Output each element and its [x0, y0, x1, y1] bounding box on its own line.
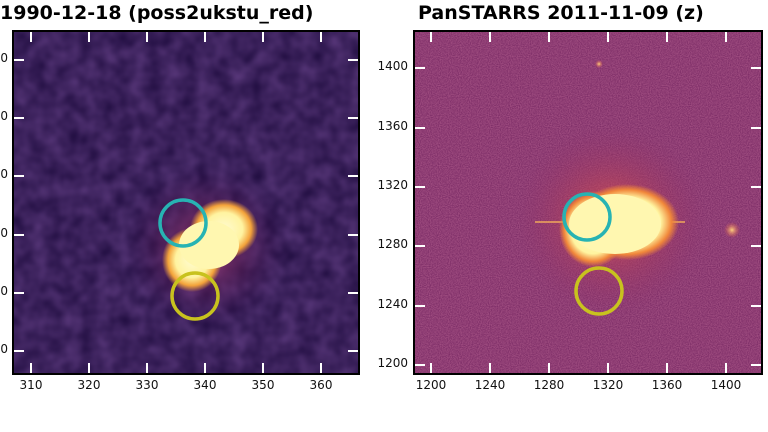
- right-image: [415, 32, 761, 373]
- right-field-star: [724, 222, 740, 238]
- left-image-frame: [12, 30, 360, 375]
- right-x-tick-label: 1240: [474, 378, 506, 392]
- left-y-tick-label: 00: [0, 284, 8, 298]
- left-y-tick-label: 00: [0, 109, 8, 123]
- left-tick-marks: [14, 32, 358, 373]
- right-y-tick-label: 1320: [377, 178, 408, 192]
- right-yellow-marker-circle: [574, 266, 624, 316]
- right-tick-marks: [415, 32, 761, 373]
- right-x-tick-label: 1200: [415, 378, 447, 392]
- right-y-tick-label: 1200: [377, 356, 408, 370]
- left-x-tick-label: 360: [309, 378, 333, 392]
- right-y-tick-label: 1360: [377, 119, 408, 133]
- right-cyan-marker-circle: [562, 192, 612, 242]
- left-x-tick-label: 340: [193, 378, 217, 392]
- left-y-tick-label: 00: [0, 342, 8, 356]
- left-y-tick-label: 00: [0, 51, 8, 65]
- right-image-frame: [413, 30, 763, 375]
- left-panel-title: 1990-12-18 (poss2ukstu_red): [0, 2, 314, 24]
- right-field-star: [595, 60, 603, 68]
- left-cyan-marker-circle: [158, 198, 208, 248]
- right-x-tick-label: 1360: [651, 378, 683, 392]
- left-x-tick-label: 310: [19, 378, 43, 392]
- left-image: [14, 32, 358, 373]
- right-y-tick-label: 1280: [377, 237, 408, 251]
- right-x-tick-label: 1400: [710, 378, 742, 392]
- right-y-tick-label: 1400: [377, 59, 408, 73]
- left-source-core: [179, 221, 239, 269]
- left-y-tick-label: 00: [0, 226, 8, 240]
- right-panel-title: PanSTARRS 2011-11-09 (z): [418, 2, 704, 24]
- left-y-tick-label: 00: [0, 167, 8, 181]
- left-x-tick-label: 320: [77, 378, 101, 392]
- left-yellow-marker-circle: [170, 271, 220, 321]
- right-y-tick-label: 1240: [377, 297, 408, 311]
- left-x-tick-label: 330: [135, 378, 159, 392]
- right-x-tick-label: 1320: [592, 378, 624, 392]
- right-x-tick-label: 1280: [533, 378, 565, 392]
- left-x-tick-label: 350: [251, 378, 275, 392]
- right-source-core: [569, 194, 661, 254]
